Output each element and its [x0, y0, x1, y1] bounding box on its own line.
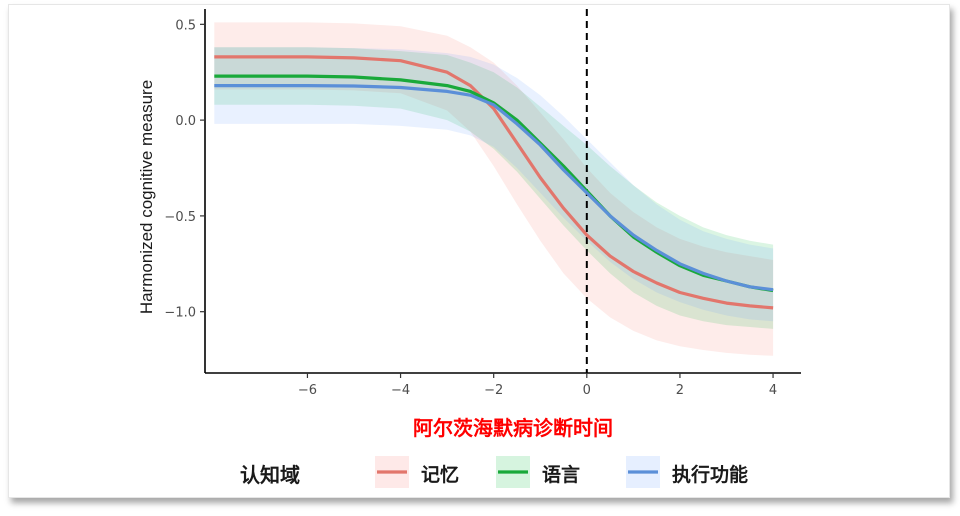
y-tick-label: 0.5: [175, 18, 196, 33]
confidence-bands: [214, 22, 774, 356]
series-line-1: [214, 55, 774, 310]
y-tick-label: −0.5: [164, 210, 196, 225]
legend-label-3: 执行功能: [672, 463, 748, 486]
axes: −6 −4 −2 0 2 4 0.5 0.0 −0.5 −1.0: [164, 9, 801, 398]
confidence-band-2: [214, 47, 774, 329]
legend-title: 认知域: [240, 463, 300, 487]
chart-svg: −6 −4 −2 0 2 4 0.5 0.0 −0.5 −1.0 Harmonized cogni…: [137, 9, 801, 488]
y-tick-label: −1.0: [164, 306, 196, 321]
y-axis-label: Harmonized cognitive measure: [137, 80, 156, 314]
series-lines: [214, 55, 774, 310]
series-line-3: [214, 83, 774, 292]
legend-label-1: 记忆: [421, 463, 459, 486]
x-axis-label: 阿尔茨海默病诊断时间: [413, 416, 613, 440]
x-tick-label: −2: [484, 383, 503, 398]
chart-frame: −6 −4 −2 0 2 4 0.5 0.0 −0.5 −1.0 Harmonized cogni…: [8, 4, 950, 498]
x-tick-label: 2: [676, 383, 684, 398]
x-tick-label: −4: [391, 383, 410, 398]
x-tick-label: 0: [583, 383, 591, 398]
confidence-band-3: [214, 47, 774, 322]
legend-label-2: 语言: [542, 463, 580, 486]
legend: 记忆 语言 执行功能: [375, 456, 748, 488]
x-tick-label: 4: [769, 383, 777, 398]
x-tick-label: −6: [298, 383, 317, 398]
y-tick-label: 0.0: [175, 114, 196, 129]
series-line-2: [214, 74, 774, 293]
